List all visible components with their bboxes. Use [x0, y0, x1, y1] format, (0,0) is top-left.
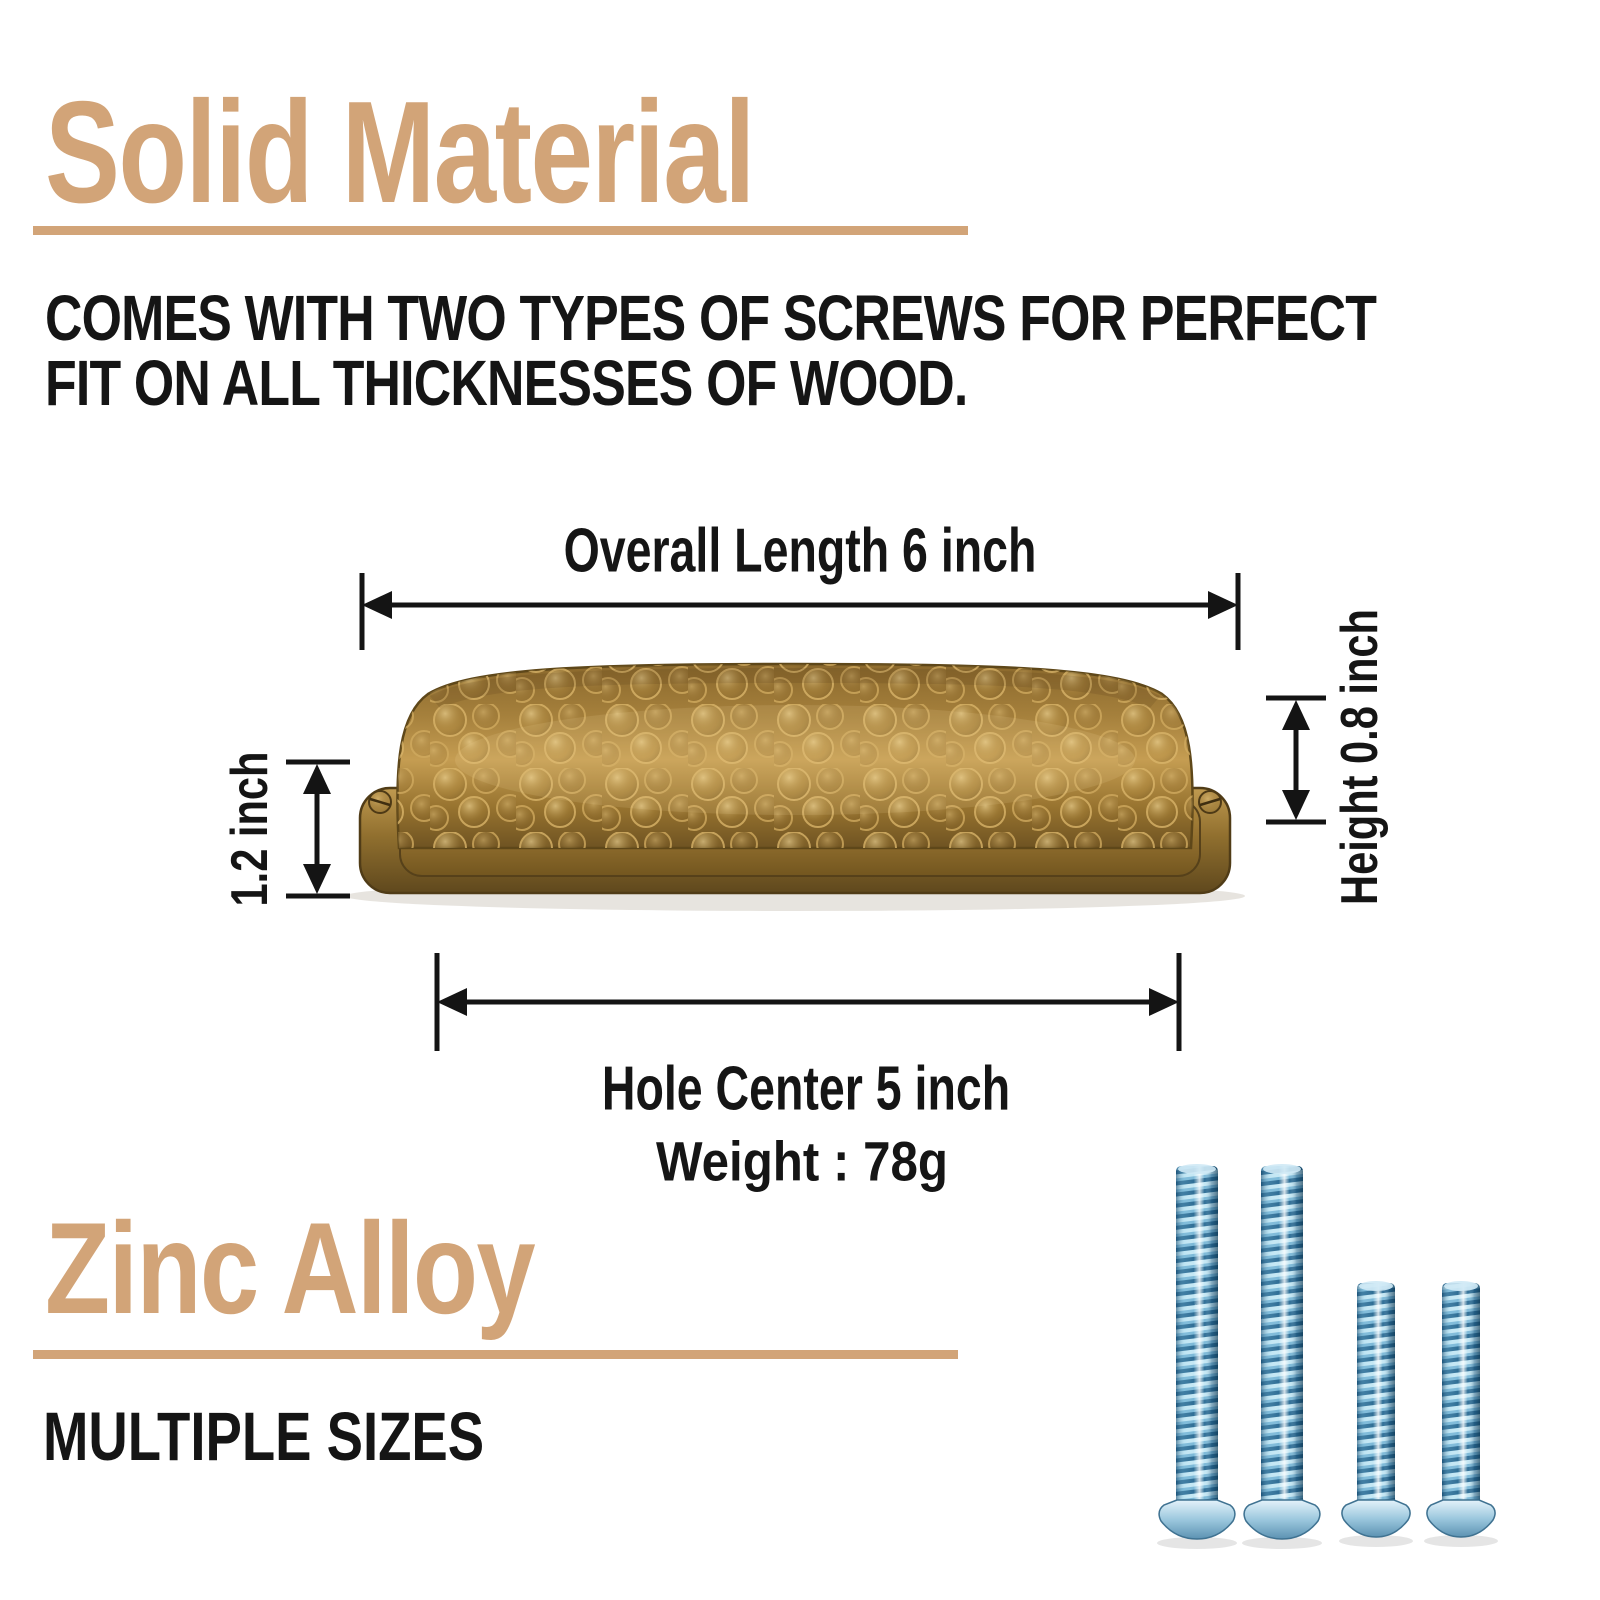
weight-label: Weight : 78g — [655, 1129, 949, 1193]
handle-mount-screw-right — [1198, 790, 1222, 814]
section-title-zinc-alloy: Zinc Alloy — [45, 1195, 536, 1341]
hole-center-label: Hole Center 5 inch — [601, 1054, 1011, 1124]
screws-image — [1157, 1164, 1498, 1549]
screw-long-1 — [1157, 1164, 1237, 1549]
hole-center-arrow — [434, 953, 1182, 1051]
title-underline — [33, 226, 968, 235]
dimension-lines — [286, 573, 1326, 1051]
description-line-1: COMES WITH TWO TYPES OF SCREWS FOR PERFE… — [45, 282, 1377, 354]
screw-long-2 — [1242, 1164, 1322, 1549]
screw-short-2 — [1424, 1281, 1498, 1547]
screw-short-1 — [1339, 1281, 1413, 1547]
handle-mount-screw-left — [368, 790, 392, 814]
overall-length-arrow — [359, 573, 1241, 650]
cup-height-arrow — [1266, 695, 1326, 825]
description-text: COMES WITH TWO TYPES OF SCREWS FOR PERFE… — [45, 286, 1377, 419]
handle-image — [345, 662, 1245, 911]
description-line-2: FIT ON ALL THICKNESSES OF WOOD. — [45, 347, 968, 419]
overall-length-label: Overall Length 6 inch — [563, 516, 1037, 586]
section-title-solid-material: Solid Material — [45, 71, 755, 233]
plate-height-arrow — [286, 759, 350, 899]
multiple-sizes-label: MULTIPLE SIZES — [43, 1398, 485, 1475]
zinc-alloy-underline — [33, 1350, 958, 1359]
